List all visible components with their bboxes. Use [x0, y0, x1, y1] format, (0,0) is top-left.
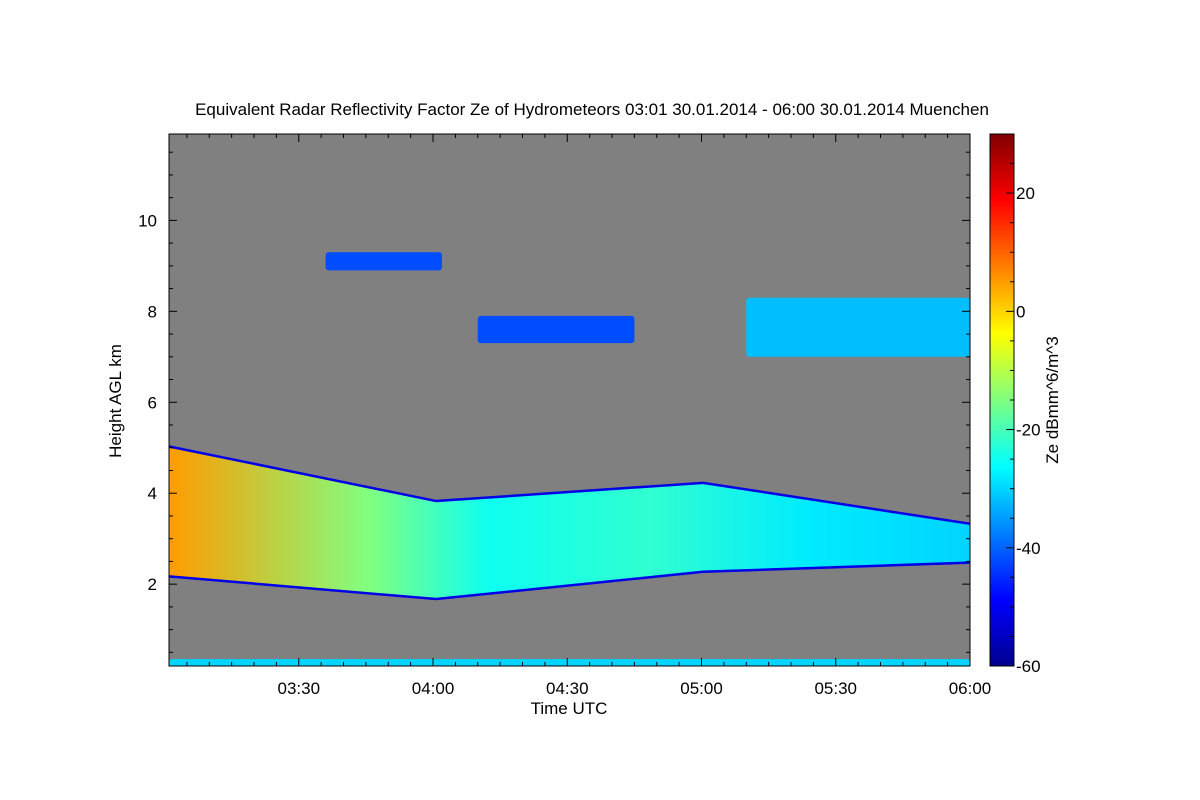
colorbar-axis: -60 -40 -20 0 20 [1006, 133, 1041, 676]
feature-upper-cloud [746, 297, 970, 357]
colorbar-tick-label: -20 [1016, 421, 1041, 440]
feature-near-surface-returns [169, 659, 970, 666]
plot-frame [168, 133, 971, 667]
feature-low-cloud-precip-layer [169, 445, 970, 601]
chart-title: Equivalent Radar Reflectivity Factor Ze … [195, 100, 989, 119]
y-axis-label: Height AGL km [106, 344, 125, 458]
x-tick-label: 05:00 [680, 679, 723, 698]
feature-mid-level-fragments [477, 315, 635, 344]
feature-cirrus-patch [325, 252, 442, 271]
y-axis: 2 4 6 8 10 [138, 151, 970, 653]
colorbar-label: Ze dBmm^6/m^3 [1043, 336, 1062, 463]
y-tick-label: 2 [148, 575, 157, 594]
reflectivity-features [169, 252, 970, 666]
colorbar-tick-label: -40 [1016, 539, 1041, 558]
x-tick-label: 05:30 [814, 679, 857, 698]
colorbar-tick-label: -60 [1016, 657, 1041, 676]
x-axis-label: Time UTC [531, 699, 608, 718]
x-axis: 03:30 04:00 04:30 05:00 05:30 06:00 [186, 134, 992, 698]
colorbar-tick-label: 20 [1016, 184, 1035, 203]
x-tick-label: 04:00 [412, 679, 455, 698]
y-tick-label: 6 [148, 393, 157, 412]
x-tick-label: 04:30 [546, 679, 589, 698]
x-tick-label: 03:30 [277, 679, 320, 698]
x-tick-label: 06:00 [949, 679, 992, 698]
y-tick-label: 10 [138, 211, 157, 230]
y-tick-label: 4 [148, 484, 157, 503]
y-tick-label: 8 [148, 302, 157, 321]
colorbar-tick-label: 0 [1016, 302, 1025, 321]
